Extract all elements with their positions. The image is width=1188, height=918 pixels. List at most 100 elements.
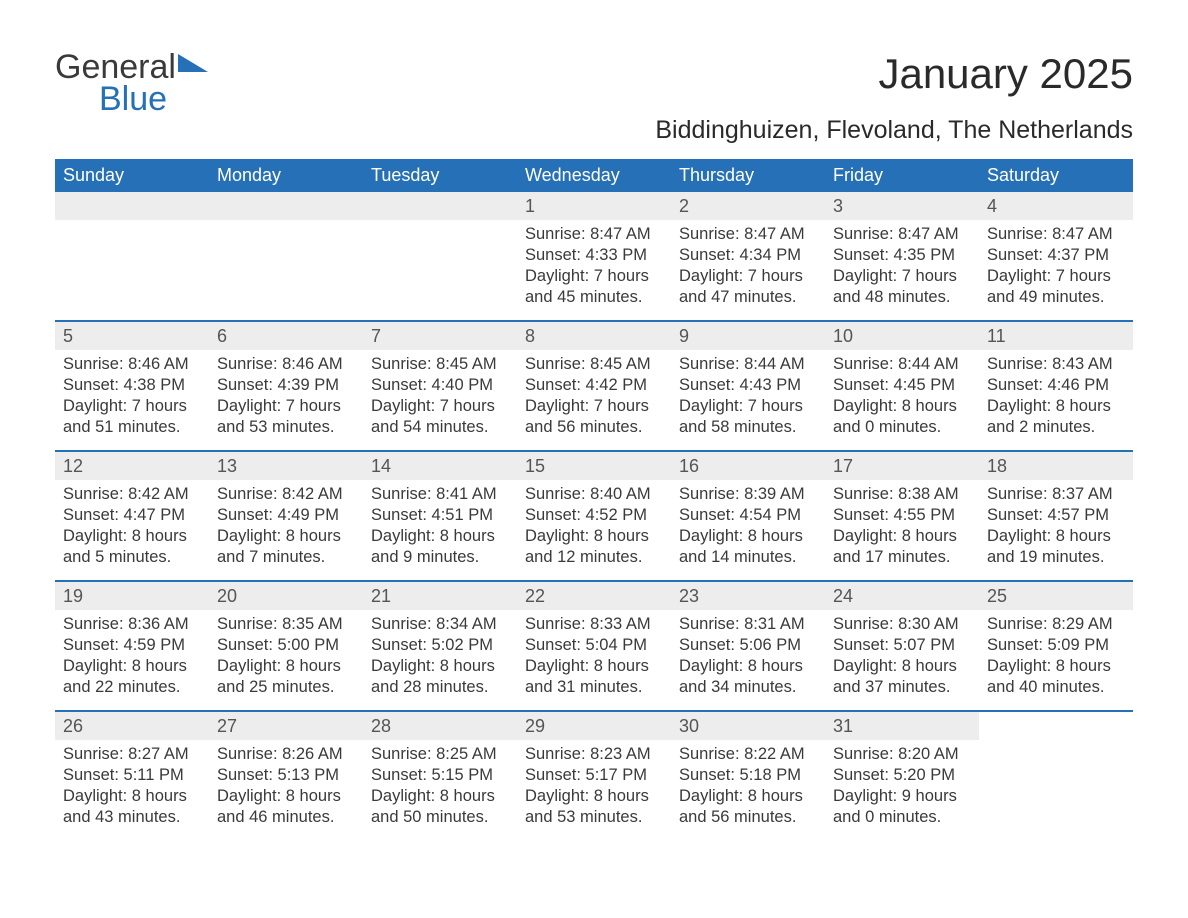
sunset-text: Sunset: 4:40 PM xyxy=(371,375,509,396)
sunset-text: Sunset: 5:02 PM xyxy=(371,635,509,656)
daylight-text-2: and 46 minutes. xyxy=(217,807,355,828)
day-body: Sunrise: 8:46 AMSunset: 4:38 PMDaylight:… xyxy=(55,350,209,438)
day-cell: 23Sunrise: 8:31 AMSunset: 5:06 PMDayligh… xyxy=(671,582,825,710)
sunrise-text: Sunrise: 8:27 AM xyxy=(63,744,201,765)
daylight-text: Daylight: 8 hours xyxy=(987,656,1125,677)
sunrise-text: Sunrise: 8:36 AM xyxy=(63,614,201,635)
day-body: Sunrise: 8:42 AMSunset: 4:47 PMDaylight:… xyxy=(55,480,209,568)
week-row: 5 Sunrise: 8:46 AMSunset: 4:38 PMDaylight… xyxy=(55,320,1133,450)
daylight-text: Daylight: 8 hours xyxy=(679,786,817,807)
daylight-text-2: and 56 minutes. xyxy=(525,417,663,438)
day-cell: 13Sunrise: 8:42 AMSunset: 4:49 PMDayligh… xyxy=(209,452,363,580)
sunrise-text: Sunrise: 8:37 AM xyxy=(987,484,1125,505)
day-number: 9 xyxy=(679,326,689,346)
daylight-text-2: and 2 minutes. xyxy=(987,417,1125,438)
sunset-text: Sunset: 5:11 PM xyxy=(63,765,201,786)
sunset-text: Sunset: 5:04 PM xyxy=(525,635,663,656)
daylight-text-2: and 14 minutes. xyxy=(679,547,817,568)
daylight-text-2: and 58 minutes. xyxy=(679,417,817,438)
day-body: Sunrise: 8:45 AMSunset: 4:40 PMDaylight:… xyxy=(363,350,517,438)
day-number: 4 xyxy=(987,196,997,216)
sunset-text: Sunset: 5:20 PM xyxy=(833,765,971,786)
sunrise-text: Sunrise: 8:44 AM xyxy=(833,354,971,375)
daynum-row: 14 xyxy=(363,452,517,480)
calendar: SundayMondayTuesdayWednesdayThursdayFrid… xyxy=(55,159,1133,840)
sunset-text: Sunset: 4:54 PM xyxy=(679,505,817,526)
day-number: 24 xyxy=(833,586,853,606)
sunset-text: Sunset: 4:46 PM xyxy=(987,375,1125,396)
day-cell: 7Sunrise: 8:45 AMSunset: 4:40 PMDaylight… xyxy=(363,322,517,450)
logo-blue: Blue xyxy=(99,82,176,116)
day-body: Sunrise: 8:38 AMSunset: 4:55 PMDaylight:… xyxy=(825,480,979,568)
daynum-row: 31 xyxy=(825,712,979,740)
day-body: Sunrise: 8:43 AMSunset: 4:46 PMDaylight:… xyxy=(979,350,1133,438)
day-cell: 4 Sunrise: 8:47 AMSunset: 4:37 PMDaylight… xyxy=(979,192,1133,320)
day-cell: 8Sunrise: 8:45 AMSunset: 4:42 PMDaylight… xyxy=(517,322,671,450)
sunset-text: Sunset: 4:35 PM xyxy=(833,245,971,266)
day-body: Sunrise: 8:39 AMSunset: 4:54 PMDaylight:… xyxy=(671,480,825,568)
day-header: Friday xyxy=(825,159,979,192)
daynum-row: 26 xyxy=(55,712,209,740)
daylight-text: Daylight: 8 hours xyxy=(63,786,201,807)
empty-cell xyxy=(209,192,363,320)
daylight-text: Daylight: 7 hours xyxy=(987,266,1125,287)
daylight-text: Daylight: 8 hours xyxy=(371,656,509,677)
day-number: 18 xyxy=(987,456,1007,476)
day-number: 29 xyxy=(525,716,545,736)
day-body: Sunrise: 8:44 AMSunset: 4:45 PMDaylight:… xyxy=(825,350,979,438)
sunrise-text: Sunrise: 8:41 AM xyxy=(371,484,509,505)
empty-cell xyxy=(363,192,517,320)
sunrise-text: Sunrise: 8:45 AM xyxy=(525,354,663,375)
day-cell: 25Sunrise: 8:29 AMSunset: 5:09 PMDayligh… xyxy=(979,582,1133,710)
sunrise-text: Sunrise: 8:46 AM xyxy=(63,354,201,375)
daylight-text: Daylight: 8 hours xyxy=(525,786,663,807)
day-number: 27 xyxy=(217,716,237,736)
day-body: Sunrise: 8:20 AMSunset: 5:20 PMDaylight:… xyxy=(825,740,979,828)
daylight-text: Daylight: 8 hours xyxy=(833,396,971,417)
sunset-text: Sunset: 5:06 PM xyxy=(679,635,817,656)
day-body: Sunrise: 8:47 AMSunset: 4:37 PMDaylight:… xyxy=(979,220,1133,308)
sunset-text: Sunset: 4:57 PM xyxy=(987,505,1125,526)
sunrise-text: Sunrise: 8:47 AM xyxy=(987,224,1125,245)
sunrise-text: Sunrise: 8:43 AM xyxy=(987,354,1125,375)
day-cell: 12Sunrise: 8:42 AMSunset: 4:47 PMDayligh… xyxy=(55,452,209,580)
day-header: Saturday xyxy=(979,159,1133,192)
daylight-text-2: and 53 minutes. xyxy=(217,417,355,438)
daynum-row: 6 xyxy=(209,322,363,350)
title-block: January 2025 Biddinghuizen, Flevoland, T… xyxy=(655,50,1133,145)
day-body: Sunrise: 8:40 AMSunset: 4:52 PMDaylight:… xyxy=(517,480,671,568)
daylight-text-2: and 12 minutes. xyxy=(525,547,663,568)
header: General Blue January 2025 Biddinghuizen,… xyxy=(55,50,1133,145)
daynum-row: 7 xyxy=(363,322,517,350)
day-number: 28 xyxy=(371,716,391,736)
day-body: Sunrise: 8:41 AMSunset: 4:51 PMDaylight:… xyxy=(363,480,517,568)
daylight-text-2: and 53 minutes. xyxy=(525,807,663,828)
day-number: 16 xyxy=(679,456,699,476)
day-cell: 22Sunrise: 8:33 AMSunset: 5:04 PMDayligh… xyxy=(517,582,671,710)
daylight-text-2: and 54 minutes. xyxy=(371,417,509,438)
daylight-text-2: and 25 minutes. xyxy=(217,677,355,698)
sunset-text: Sunset: 4:45 PM xyxy=(833,375,971,396)
sunset-text: Sunset: 5:18 PM xyxy=(679,765,817,786)
daynum-row: 28 xyxy=(363,712,517,740)
day-cell: 20Sunrise: 8:35 AMSunset: 5:00 PMDayligh… xyxy=(209,582,363,710)
day-header-row: SundayMondayTuesdayWednesdayThursdayFrid… xyxy=(55,159,1133,192)
day-header: Monday xyxy=(209,159,363,192)
sunset-text: Sunset: 4:42 PM xyxy=(525,375,663,396)
day-cell: 18Sunrise: 8:37 AMSunset: 4:57 PMDayligh… xyxy=(979,452,1133,580)
day-number: 6 xyxy=(217,326,227,346)
daynum-row xyxy=(979,712,1133,740)
sunrise-text: Sunrise: 8:29 AM xyxy=(987,614,1125,635)
day-number: 5 xyxy=(63,326,73,346)
daynum-row: 25 xyxy=(979,582,1133,610)
day-number: 19 xyxy=(63,586,83,606)
daynum-row xyxy=(55,192,209,220)
daylight-text: Daylight: 7 hours xyxy=(679,396,817,417)
daylight-text: Daylight: 8 hours xyxy=(525,656,663,677)
daylight-text: Daylight: 8 hours xyxy=(217,656,355,677)
sunset-text: Sunset: 4:51 PM xyxy=(371,505,509,526)
daynum-row: 29 xyxy=(517,712,671,740)
sunrise-text: Sunrise: 8:39 AM xyxy=(679,484,817,505)
empty-cell xyxy=(979,712,1133,840)
sunset-text: Sunset: 4:37 PM xyxy=(987,245,1125,266)
